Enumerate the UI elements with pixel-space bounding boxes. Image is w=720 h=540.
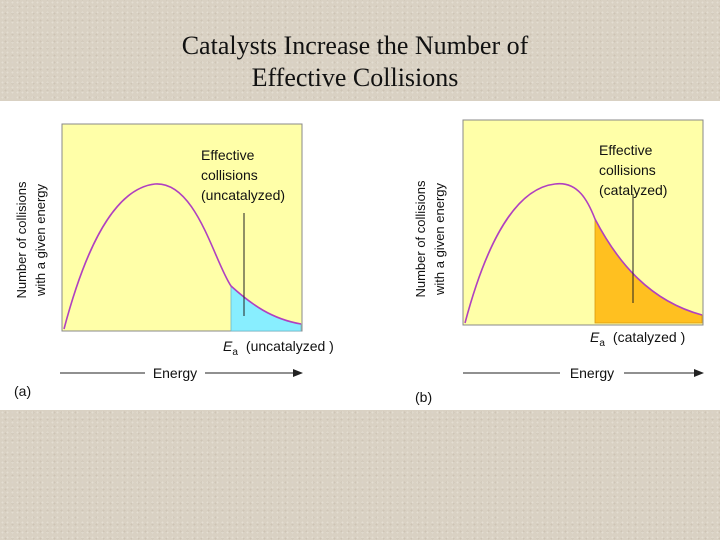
annotation-b-line1: Effective (599, 142, 653, 158)
ea-symbol-a: E (223, 338, 233, 354)
ea-symbol-b: E (590, 329, 600, 345)
y-axis-label-b-line2: with a given energy (432, 182, 447, 296)
annotation-a-line1: Effective (201, 147, 255, 163)
plot-area-a (61, 123, 303, 332)
ea-subscript-b: a (599, 338, 605, 349)
slide-title-line1: Catalysts Increase the Number of (181, 31, 529, 60)
annotation-b-line2: collisions (599, 162, 656, 178)
panel-label-a: (a) (14, 383, 31, 399)
panel-a: Effective collisions (uncatalyzed) Numbe… (14, 123, 334, 399)
plot-area-b (462, 119, 704, 326)
figure-panel: Effective collisions (uncatalyzed) Numbe… (0, 101, 720, 410)
y-axis-label-a-line1: Number of collisions (14, 181, 29, 299)
y-axis-label-a-line2: with a given energy (33, 183, 48, 297)
energy-distribution-curve-b (464, 183, 703, 324)
ea-subscript-a: a (232, 347, 238, 358)
slide-title-line2: Effective Collisions (251, 63, 459, 92)
panel-label-b: (b) (415, 389, 432, 405)
panel-b: Effective collisions (catalyzed) Number … (413, 119, 704, 405)
ea-text-b: (catalyzed ) (613, 329, 685, 345)
ea-label-a: Ea (uncatalyzed ) (223, 338, 334, 358)
annotation-a-line2: collisions (201, 167, 258, 183)
ea-label-b: Ea (catalyzed ) (590, 329, 685, 349)
y-axis-label-b-line1: Number of collisions (413, 180, 428, 298)
collision-distribution-figure: Effective collisions (uncatalyzed) Numbe… (14, 119, 704, 405)
annotation-a-line3: (uncatalyzed) (201, 187, 285, 203)
x-axis-label-b: Energy (570, 365, 614, 381)
slide-title: Catalysts Increase the Number of Effecti… (0, 30, 710, 94)
x-axis-label-a: Energy (153, 365, 197, 381)
ea-text-a: (uncatalyzed ) (246, 338, 334, 354)
annotation-b-line3: (catalyzed) (599, 182, 667, 198)
energy-distribution-curve-a (63, 183, 302, 330)
